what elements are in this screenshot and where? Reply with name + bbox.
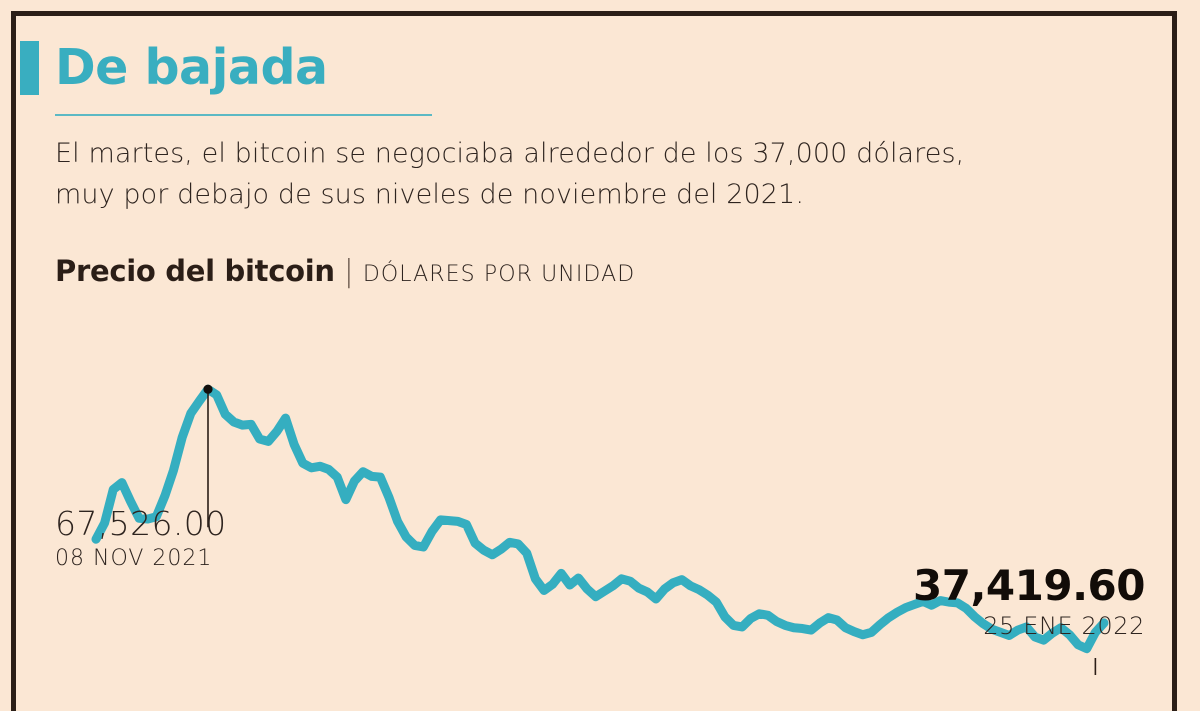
chart-caption-title: Precio del bitcoin [55,254,335,288]
chart-caption-separator: | [343,254,354,289]
callout-peak: 67,526.00 08 NOV 2021 [55,505,227,573]
callout-last-date: 25 ENE 2022 [983,612,1145,640]
peak-marker-dot [203,384,213,394]
callout-peak-date: 08 NOV 2021 [55,546,213,571]
chart-svg [91,384,1109,675]
chart-caption-unit: DÓLARES POR UNIDAD [362,262,636,287]
price-line-path [91,384,1109,654]
infographic-root: De bajada El martes, el bitcoin se negoc… [0,11,1200,711]
line-chart [0,320,1200,675]
title-divider [55,114,432,116]
deck-text: El martes, el bitcoin se negociaba alred… [55,133,1135,215]
infographic-content: De bajada El martes, el bitcoin se negoc… [0,38,1200,675]
chart-caption: Precio del bitcoin | DÓLARES POR UNIDAD [55,254,635,289]
callout-last-value: 37,419.60 [913,561,1145,610]
deck-line-1: El martes, el bitcoin se negociaba alred… [55,138,965,169]
callout-last: 37,419.60 25 ENE 2022 [913,562,1145,641]
deck-line-2: muy por debajo de sus niveles de noviemb… [55,179,805,210]
header-kicker-row: De bajada [20,38,328,98]
teal-square-icon [20,41,39,95]
callout-peak-value: 67,526.00 [55,504,227,543]
page-title: De bajada [55,39,328,96]
